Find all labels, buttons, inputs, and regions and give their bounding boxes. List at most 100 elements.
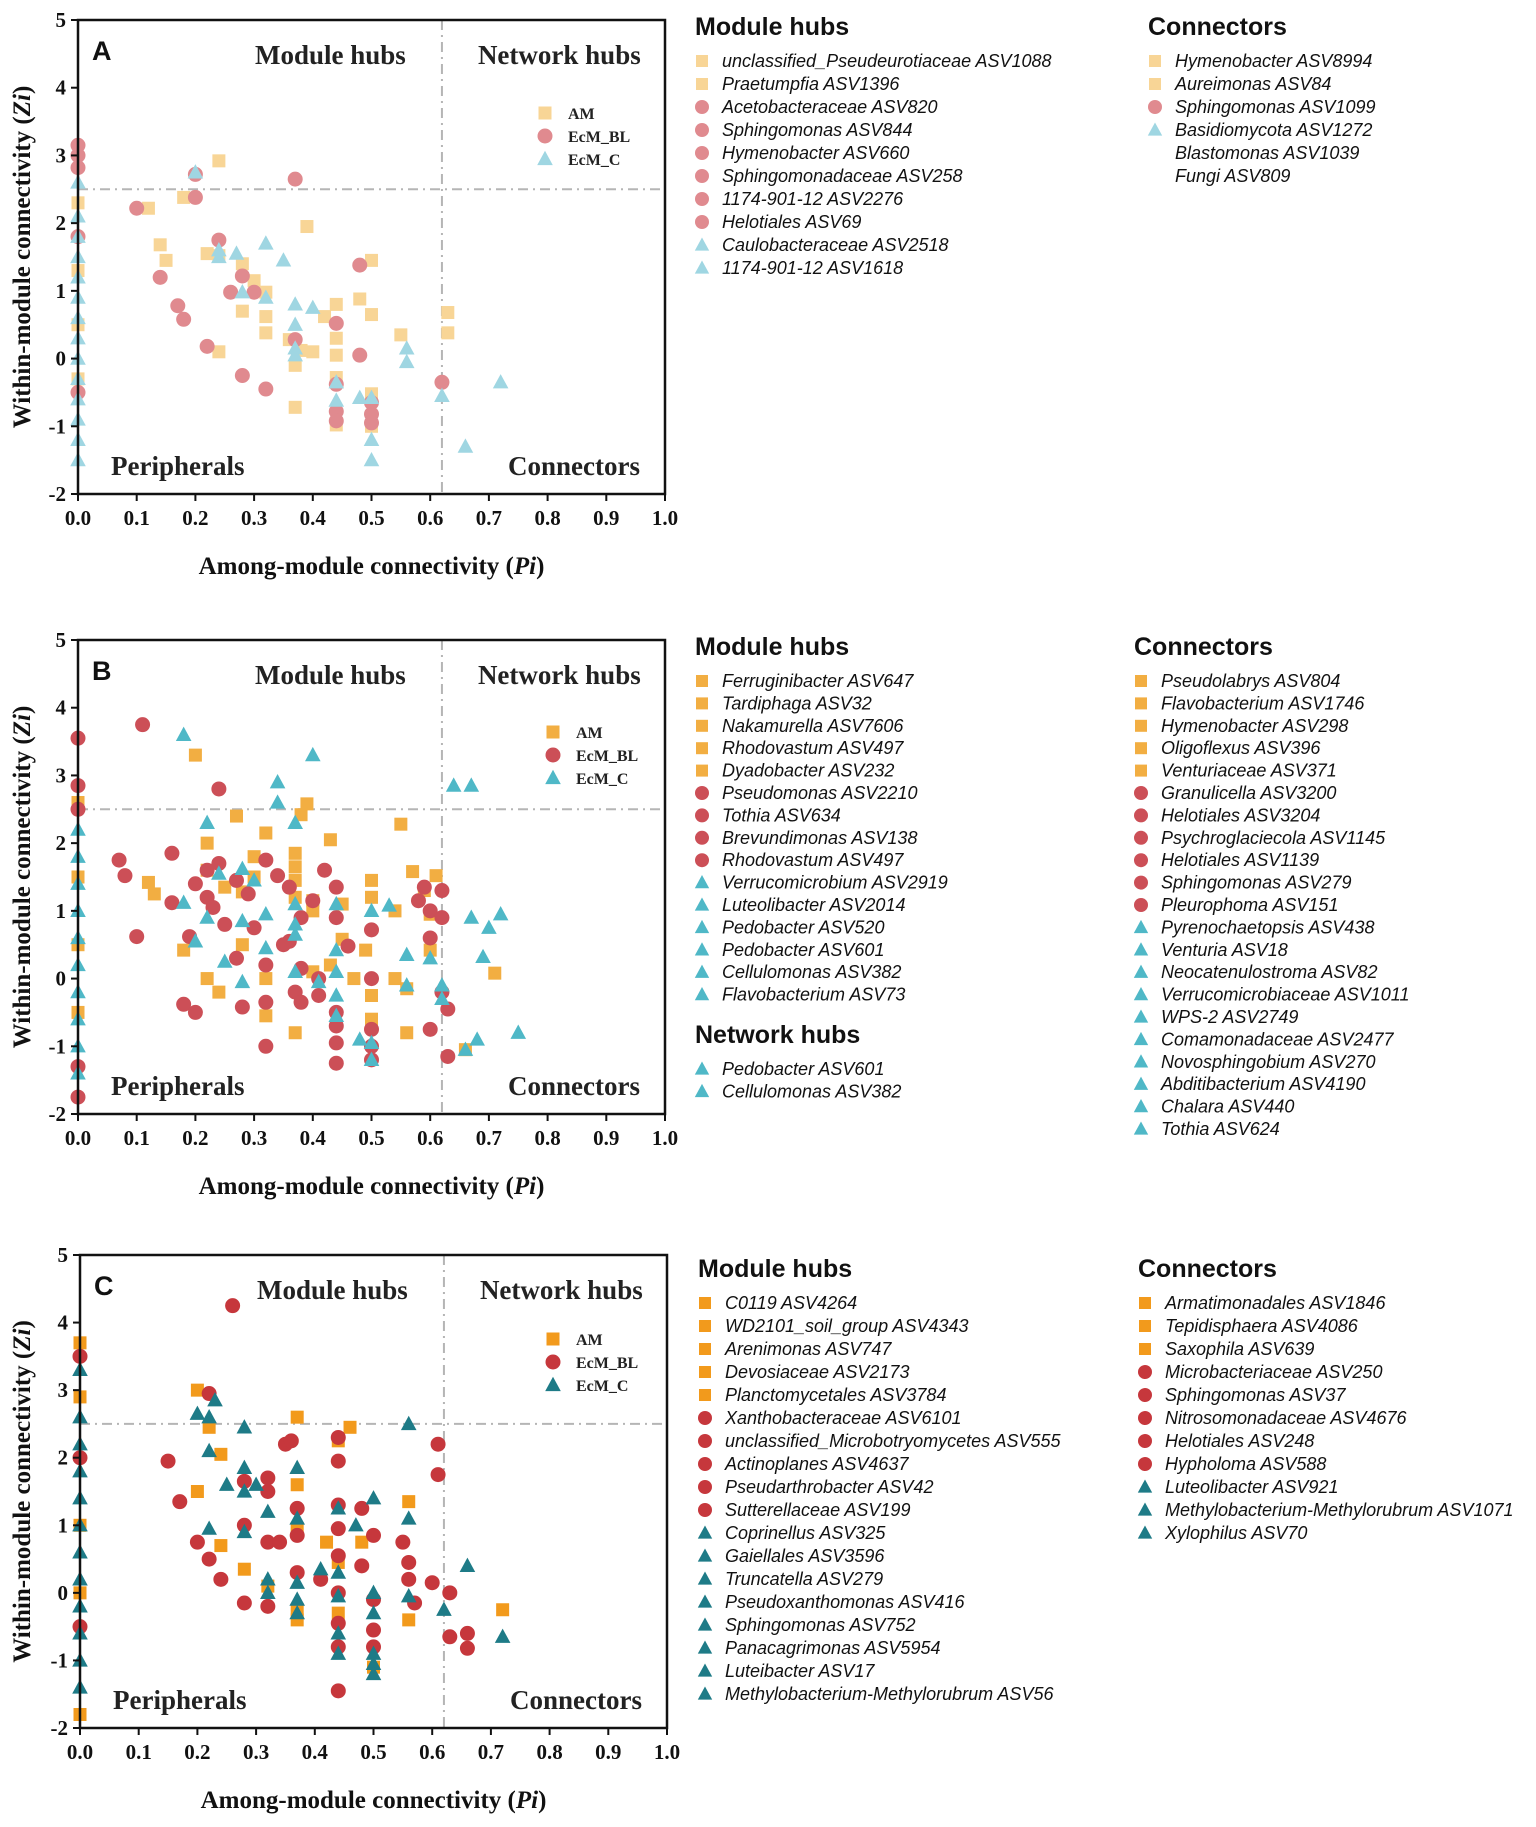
data-point-am	[259, 972, 273, 986]
data-point-ecm-bl	[199, 862, 215, 878]
y-axis-title-text: Within-module connectivity (	[9, 736, 36, 1048]
data-point-am	[288, 860, 302, 874]
taxa-label: Coprinellus ASV325	[725, 1523, 886, 1543]
data-point-am	[488, 966, 502, 980]
taxa-marker	[696, 78, 708, 90]
data-point-am	[323, 833, 337, 847]
data-point-ecm-c	[199, 814, 215, 829]
data-point-ecm-c	[328, 987, 345, 1002]
taxa-list-title: Connectors	[1134, 633, 1273, 661]
data-point-ecm-c	[258, 289, 274, 304]
data-point-ecm-bl	[289, 1565, 305, 1581]
data-point-ecm-c	[330, 1588, 347, 1603]
data-point-ecm-bl	[459, 1640, 475, 1656]
data-point-am	[212, 345, 226, 359]
data-point-ecm-bl	[258, 994, 274, 1010]
data-point-ecm-c	[275, 252, 292, 267]
data-point-ecm-bl	[228, 872, 244, 888]
data-point-ecm-c	[363, 451, 380, 467]
legend-label: EcM_C	[568, 152, 620, 169]
y-axis-title: Within-module connectivity (Zi)	[9, 86, 36, 429]
taxa-marker	[1133, 919, 1149, 934]
data-point-ecm-bl	[352, 257, 368, 273]
data-point-am	[237, 1562, 251, 1576]
data-point-ecm-bl	[366, 1622, 381, 1638]
taxa-marker	[696, 697, 708, 710]
data-point-ecm-bl	[217, 916, 233, 932]
data-point-am	[400, 1026, 414, 1040]
data-point-ecm-bl	[258, 852, 274, 868]
data-point-ecm-bl	[234, 268, 250, 284]
data-point-ecm-bl	[328, 1035, 344, 1051]
taxa-label: Venturia ASV18	[1161, 940, 1288, 960]
legend-label: AM	[576, 1332, 603, 1349]
data-point-am	[329, 297, 343, 311]
data-point-am	[365, 253, 378, 267]
taxa-label: Psychroglaciecola ASV1145	[1161, 828, 1386, 848]
legend-label: EcM_C	[576, 1378, 628, 1395]
data-point-ecm-c	[459, 1557, 476, 1572]
legend-label: EcM_BL	[568, 129, 630, 146]
taxa-marker	[1134, 898, 1148, 912]
quadrant-label-network-hubs: Network hubs	[478, 660, 641, 690]
data-point-ecm-bl	[287, 171, 303, 187]
taxa-label: Devosiaceae ASV2173	[725, 1362, 909, 1382]
taxa-label: Gaiellales ASV3596	[725, 1546, 885, 1566]
data-point-am	[347, 972, 361, 986]
data-point-ecm-c	[260, 1584, 276, 1599]
data-point-ecm-bl	[258, 1038, 274, 1054]
taxa-marker	[1149, 55, 1161, 67]
taxa-label: Cellulomonas ASV382	[722, 1081, 901, 1101]
data-point-ecm-c	[328, 895, 345, 911]
x-axis-title: Among-module connectivity (Pi)	[201, 1787, 547, 1814]
taxa-marker	[694, 875, 710, 889]
data-point-am	[288, 400, 302, 414]
taxa-marker	[695, 146, 709, 160]
x-tick-label: 0.2	[184, 1740, 210, 1764]
x-tick-label: 0.3	[241, 506, 267, 530]
taxa-label: Helotiales ASV69	[722, 212, 861, 232]
taxa-label: Luteolibacter ASV921	[1165, 1477, 1338, 1497]
data-point-ecm-bl	[328, 910, 344, 926]
x-tick-label: 0.6	[417, 506, 443, 530]
data-point-ecm-bl	[281, 879, 297, 895]
data-point-ecm-bl	[236, 1473, 252, 1489]
data-point-am	[365, 308, 378, 322]
data-point-ecm-c	[216, 953, 233, 968]
y-tick-label: 5	[58, 1243, 69, 1267]
data-point-ecm-bl	[211, 781, 227, 797]
data-point-am	[229, 809, 243, 823]
taxa-marker	[694, 897, 710, 911]
y-axis-title-symbol: Zi	[9, 714, 36, 737]
data-point-ecm-bl	[330, 1429, 346, 1445]
data-point-ecm-c	[201, 1442, 217, 1458]
taxa-label: Abditibacterium ASV4190	[1160, 1074, 1365, 1094]
taxa-marker	[1133, 1009, 1149, 1023]
y-tick-label: -2	[49, 482, 67, 506]
taxa-label: Rhodovastum ASV497	[722, 850, 904, 870]
data-point-am	[153, 238, 167, 252]
data-point-ecm-c	[236, 1483, 253, 1498]
quadrant-label-network-hubs: Network hubs	[478, 40, 641, 70]
y-tick-label: 5	[56, 8, 67, 32]
data-point-ecm-bl	[401, 1554, 417, 1570]
taxa-marker	[697, 1617, 713, 1631]
taxa-label: Sphingomonas ASV1099	[1175, 97, 1375, 117]
data-point-am	[200, 972, 214, 986]
data-point-ecm-bl	[187, 1004, 203, 1020]
taxa-marker	[694, 987, 710, 1001]
data-point-am	[306, 904, 320, 918]
data-point-ecm-bl	[328, 413, 344, 429]
taxa-label: Pleurophoma ASV151	[1161, 895, 1338, 915]
data-point-am	[290, 1410, 304, 1424]
data-point-ecm-bl	[272, 1534, 288, 1550]
data-point-ecm-c	[492, 374, 509, 389]
x-tick-label: 1.0	[652, 506, 678, 530]
x-axis-title-text: Among-module connectivity (	[199, 553, 514, 580]
data-point-am	[212, 985, 226, 999]
data-point-ecm-c	[305, 746, 321, 762]
data-point-ecm-bl	[201, 1551, 217, 1567]
data-point-ecm-bl	[434, 883, 450, 899]
data-point-ecm-bl	[236, 1595, 252, 1611]
taxa-marker	[1139, 1343, 1151, 1355]
